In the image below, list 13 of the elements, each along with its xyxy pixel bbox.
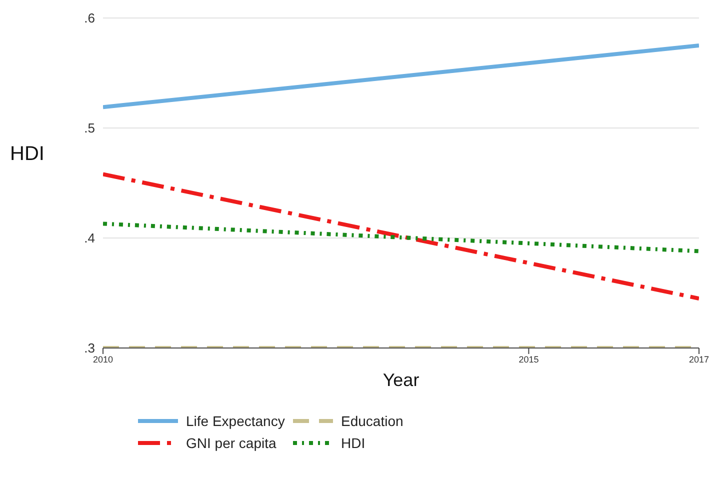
y-tick-label: .3 [84,340,95,356]
x-axis-title: Year [382,370,420,390]
legend-label: Education [341,413,404,429]
x-tick-label: 2010 [92,354,114,364]
y-tick-label: .4 [84,230,95,246]
y-tick-label: .6 [84,10,95,26]
legend-label: GNI per capita [186,435,276,451]
y-tick-label: .5 [84,120,95,136]
x-tick-label: 2015 [518,354,539,364]
legend-label: HDI [341,435,366,451]
legend-label: Life Expectancy [186,413,285,429]
y-axis-title: HDI [10,143,44,166]
x-tick-label: 2017 [688,354,710,364]
